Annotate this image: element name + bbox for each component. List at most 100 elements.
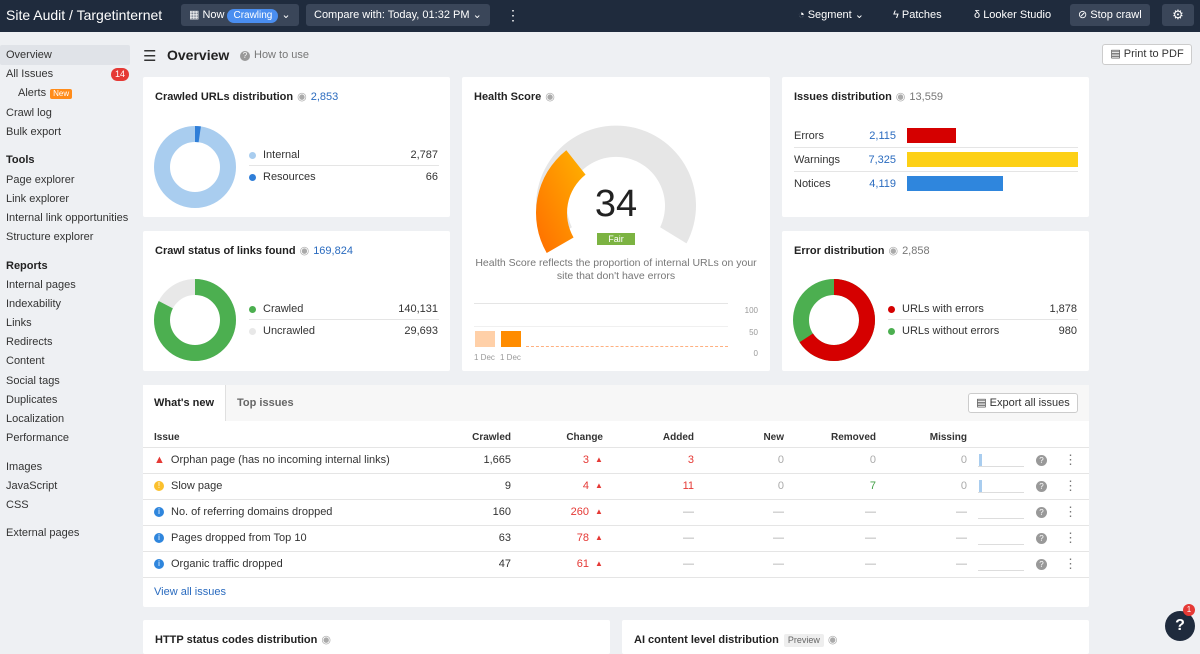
sidebar-item-redirects[interactable]: Redirects xyxy=(6,336,53,348)
sidebar-item-all-issues[interactable]: All Issues xyxy=(6,68,54,80)
added-value[interactable]: 11 xyxy=(682,480,694,492)
value-urls-without-errors[interactable]: 980 xyxy=(1058,325,1077,337)
crawled-value[interactable]: 63 xyxy=(498,532,511,544)
notices-bar[interactable] xyxy=(907,176,1003,191)
value-urls-with-errors[interactable]: 1,878 xyxy=(1049,303,1077,315)
sidebar-item-alerts[interactable]: Alerts New xyxy=(18,87,73,99)
stop-crawl-button[interactable]: ⊘ Stop crawl xyxy=(1070,4,1150,26)
sidebar-item-crawl-log[interactable]: Crawl log xyxy=(6,107,52,119)
column-crawled[interactable]: Crawled xyxy=(472,432,511,443)
column-issue[interactable]: Issue xyxy=(154,432,180,443)
issue-name[interactable]: i Pages dropped from Top 10 xyxy=(154,532,307,544)
help-circle-icon[interactable]: ? xyxy=(1036,507,1047,518)
table-row[interactable]: i Organic traffic dropped 47 61 ▲ — — — —… xyxy=(143,552,1089,577)
sidebar-item-images[interactable]: Images xyxy=(6,461,43,473)
column-added[interactable]: Added xyxy=(662,432,694,443)
print-pdf-button[interactable]: ▤ Print to PDF xyxy=(1102,44,1192,65)
crawl-selector[interactable]: ▦ Now Crawling ⌄ xyxy=(181,4,299,26)
how-to-use-link[interactable]: ? How to use xyxy=(240,49,309,61)
help-circle-icon[interactable]: ? xyxy=(1036,481,1047,492)
errors-value[interactable]: 2,115 xyxy=(869,130,896,142)
table-row[interactable]: ! Slow page 9 4 ▲ 11 0 7 0 ? ⋮ xyxy=(143,474,1089,499)
sidebar-item-links[interactable]: Links xyxy=(6,317,32,329)
crawl-status-total[interactable]: 169,824 xyxy=(313,245,353,257)
column-new[interactable]: New xyxy=(763,432,784,443)
question-icon[interactable]: ◉ xyxy=(895,91,906,103)
sidebar-item-css[interactable]: CSS xyxy=(6,499,29,511)
issue-name[interactable]: i No. of referring domains dropped xyxy=(154,506,332,518)
sidebar-item-javascript[interactable]: JavaScript xyxy=(6,480,58,492)
sidebar-item-overview[interactable]: Overview xyxy=(6,49,52,61)
sidebar-item-structure-explorer[interactable]: Structure explorer xyxy=(6,231,94,243)
question-icon[interactable]: ◉ xyxy=(297,91,307,103)
crawled-value[interactable]: 1,665 xyxy=(483,454,511,466)
column-missing[interactable]: Missing xyxy=(929,432,967,443)
export-all-issues-button[interactable]: ▤ Export all issues xyxy=(968,393,1078,413)
crawled-value[interactable]: 160 xyxy=(492,506,511,518)
question-icon[interactable]: ◉ xyxy=(888,245,899,257)
removed-value[interactable]: 7 xyxy=(869,480,876,492)
warnings-bar[interactable] xyxy=(907,152,1078,167)
sidebar-item-content[interactable]: Content xyxy=(6,355,45,367)
value-uncrawled[interactable]: 29,693 xyxy=(404,325,438,337)
looker-icon: δ xyxy=(974,9,984,21)
row-menu-icon[interactable]: ⋮ xyxy=(1064,504,1077,519)
looker-studio-button[interactable]: δ Looker Studio xyxy=(974,9,1052,21)
issue-name[interactable]: i Organic traffic dropped xyxy=(154,558,283,570)
issue-name[interactable]: ! Slow page xyxy=(154,480,222,492)
table-row[interactable]: ▲ Orphan page (has no incoming internal l… xyxy=(143,448,1089,473)
crawled-value[interactable]: 9 xyxy=(504,480,511,492)
more-menu-icon[interactable]: ⋮ xyxy=(506,7,520,23)
help-chat-button[interactable]: ? xyxy=(1165,611,1195,641)
table-row[interactable]: i No. of referring domains dropped 160 26… xyxy=(143,500,1089,525)
value-internal[interactable]: 2,787 xyxy=(410,149,438,161)
sidebar-item-performance[interactable]: Performance xyxy=(6,432,69,444)
row-menu-icon[interactable]: ⋮ xyxy=(1064,530,1077,545)
help-circle-icon[interactable]: ? xyxy=(1036,455,1047,466)
value-resources[interactable]: 66 xyxy=(425,171,438,183)
question-icon[interactable]: ◉ xyxy=(321,634,331,646)
crawled-value[interactable]: 47 xyxy=(498,558,511,570)
column-change[interactable]: Change xyxy=(566,432,603,443)
sidebar-item-social-tags[interactable]: Social tags xyxy=(6,375,60,387)
table-row[interactable]: i Pages dropped from Top 10 63 78 ▲ — — —… xyxy=(143,526,1089,551)
row-menu-icon[interactable]: ⋮ xyxy=(1064,556,1077,571)
column-removed[interactable]: Removed xyxy=(830,432,876,443)
sidebar-item-duplicates[interactable]: Duplicates xyxy=(6,394,58,406)
view-all-issues-link[interactable]: View all issues xyxy=(154,586,226,598)
sidebar-item-page-explorer[interactable]: Page explorer xyxy=(6,174,75,186)
help-circle-icon[interactable]: ? xyxy=(1036,533,1047,544)
sidebar-item-internal-pages[interactable]: Internal pages xyxy=(6,279,76,291)
value-crawled[interactable]: 140,131 xyxy=(398,303,438,315)
notices-value[interactable]: 4,119 xyxy=(869,178,896,190)
errors-bar[interactable] xyxy=(907,128,956,143)
project-name[interactable]: Targetinternet xyxy=(76,7,163,23)
sidebar-item-external-pages[interactable]: External pages xyxy=(6,527,80,539)
sidebar-item-localization[interactable]: Localization xyxy=(6,413,65,425)
warnings-value[interactable]: 7,325 xyxy=(868,154,896,166)
tab-whats-new[interactable]: What's new xyxy=(154,397,215,409)
sidebar-item-indexability[interactable]: Indexability xyxy=(6,298,62,310)
sidebar-item-internal-link-opportunities[interactable]: Internal link opportunities xyxy=(6,212,129,224)
crawled-urls-total[interactable]: 2,853 xyxy=(310,91,339,103)
app-title[interactable]: Site Audit xyxy=(6,7,66,23)
issue-name[interactable]: ▲ Orphan page (has no incoming internal l… xyxy=(154,454,390,466)
history-date-2: 1 Dec xyxy=(500,353,521,362)
help-circle-icon[interactable]: ? xyxy=(1036,559,1047,570)
history-bar-1[interactable] xyxy=(475,331,495,347)
question-icon[interactable]: ◉ xyxy=(299,245,310,257)
row-menu-icon[interactable]: ⋮ xyxy=(1064,452,1077,467)
compare-selector[interactable]: Compare with: Today, 01:32 PM ⌄ xyxy=(306,4,490,26)
hamburger-icon[interactable]: ☰ xyxy=(143,48,157,65)
added-value[interactable]: 3 xyxy=(687,454,694,466)
question-icon[interactable]: ◉ xyxy=(827,634,838,646)
question-icon[interactable]: ◉ xyxy=(545,91,555,103)
row-menu-icon[interactable]: ⋮ xyxy=(1064,478,1077,493)
tab-top-issues[interactable]: Top issues xyxy=(237,397,294,409)
settings-gear-icon[interactable]: ⚙ xyxy=(1162,4,1194,26)
sidebar-item-bulk-export[interactable]: Bulk export xyxy=(6,126,62,138)
sidebar-item-link-explorer[interactable]: Link explorer xyxy=(6,193,69,205)
patches-button[interactable]: ϟ Patches xyxy=(893,9,942,21)
history-bar-2[interactable] xyxy=(501,331,521,347)
segment-button[interactable]: ◔ Segment ⌄ xyxy=(798,9,865,21)
